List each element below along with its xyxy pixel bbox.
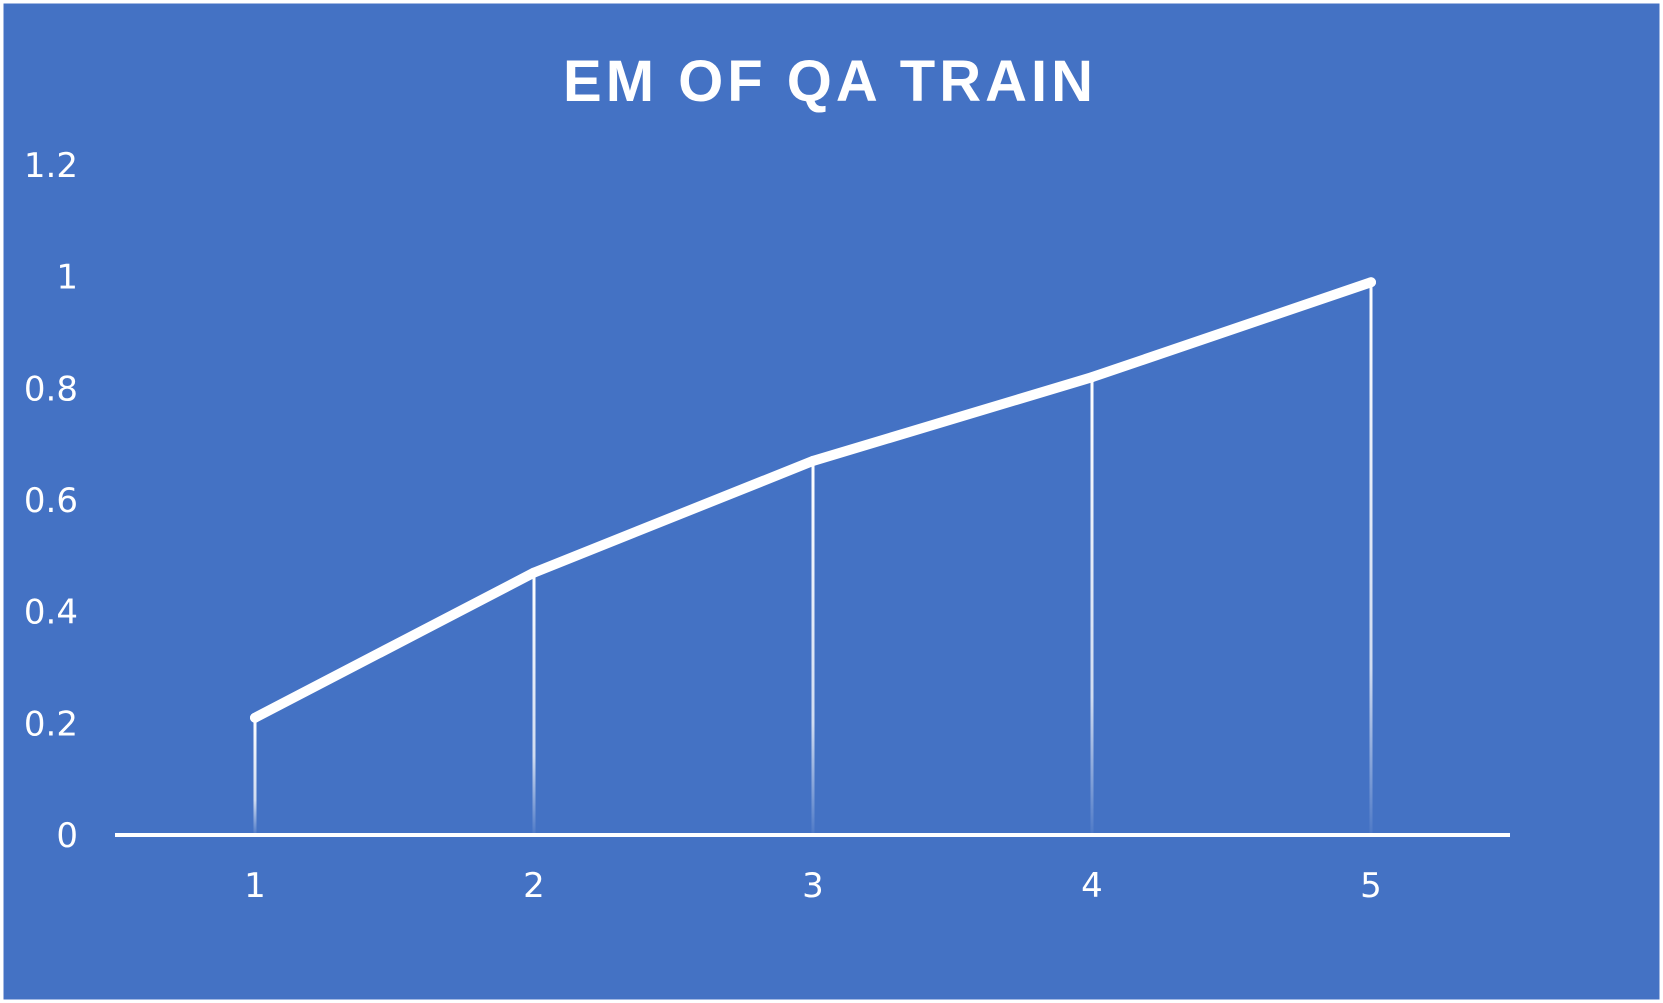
x-axis-tick-labels: 1 2 3 4 5 [244, 866, 1382, 906]
drop-line [1369, 282, 1373, 835]
data-point [1366, 277, 1376, 288]
drop-line [1090, 377, 1094, 835]
y-tick-label: 0 [56, 816, 78, 856]
x-tick-label: 1 [244, 866, 266, 906]
drop-lines [253, 282, 1373, 835]
chart-title: EM OF QA TRAIN [563, 49, 1097, 114]
y-tick-label: 0.8 [24, 369, 78, 409]
y-tick-label: 0.2 [24, 704, 78, 744]
drop-line [532, 572, 536, 835]
data-point [250, 712, 260, 723]
x-tick-label: 2 [523, 866, 545, 906]
x-tick-label: 3 [802, 866, 824, 906]
drop-line [253, 717, 257, 835]
data-point [1087, 372, 1097, 383]
drop-line [811, 460, 815, 835]
series-line [250, 277, 1376, 723]
data-point [808, 455, 818, 466]
y-tick-label: 0.4 [24, 593, 78, 633]
x-tick-label: 5 [1360, 866, 1382, 906]
data-point [529, 567, 539, 578]
y-tick-label: 1.2 [24, 146, 78, 186]
y-axis-tick-labels: 0 0.2 0.4 0.6 0.8 1 1.2 [24, 146, 78, 856]
y-tick-label: 1 [56, 258, 78, 298]
x-tick-label: 4 [1081, 866, 1103, 906]
y-tick-label: 0.6 [24, 481, 78, 521]
